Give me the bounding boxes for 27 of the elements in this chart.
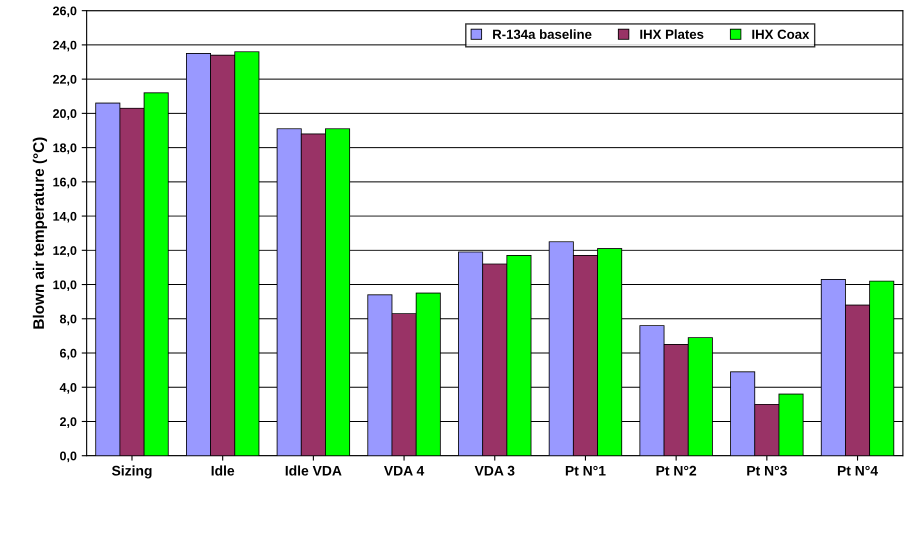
legend-label: R-134a baseline	[493, 29, 592, 39]
x-tick-label: Pt N°2	[656, 466, 696, 476]
x-tick-label: VDA 3	[474, 466, 514, 476]
y-tick-label: 4,0	[60, 383, 76, 394]
legend-label: IHX Plates	[640, 29, 704, 39]
y-tick-label: 20,0	[53, 109, 76, 120]
x-tick-label: Pt N°1	[566, 466, 606, 476]
x-tick-label: VDA 4	[384, 466, 424, 476]
x-tick-label: Idle	[212, 465, 234, 476]
y-tick-label: 8,0	[60, 314, 76, 326]
y-tick-label: 10,0	[53, 280, 76, 292]
x-tick-label: Pt N°4	[838, 466, 878, 476]
y-tick-label: 16,0	[53, 178, 76, 188]
y-tick-label: 2,0	[60, 417, 76, 428]
y-tick-label: 22,0	[53, 74, 76, 86]
y-axis-title: Blown air temperature (°C)	[32, 138, 48, 329]
y-tick-label: 12,0	[53, 246, 76, 257]
x-tick-label: Idle VDA	[286, 465, 342, 476]
x-tick-label: Pt N°3	[747, 466, 787, 476]
y-tick-label: 24,0	[53, 40, 76, 52]
y-tick-label: 26,0	[53, 6, 76, 18]
y-tick-label: 18,0	[53, 143, 76, 154]
x-tick-label: Sizing	[112, 465, 152, 478]
y-tick-label: 0,0	[60, 452, 76, 462]
y-tick-label: 14,0	[53, 212, 76, 223]
y-tick-label: 6,0	[60, 348, 76, 360]
legend-label: IHX Coax	[752, 30, 810, 39]
